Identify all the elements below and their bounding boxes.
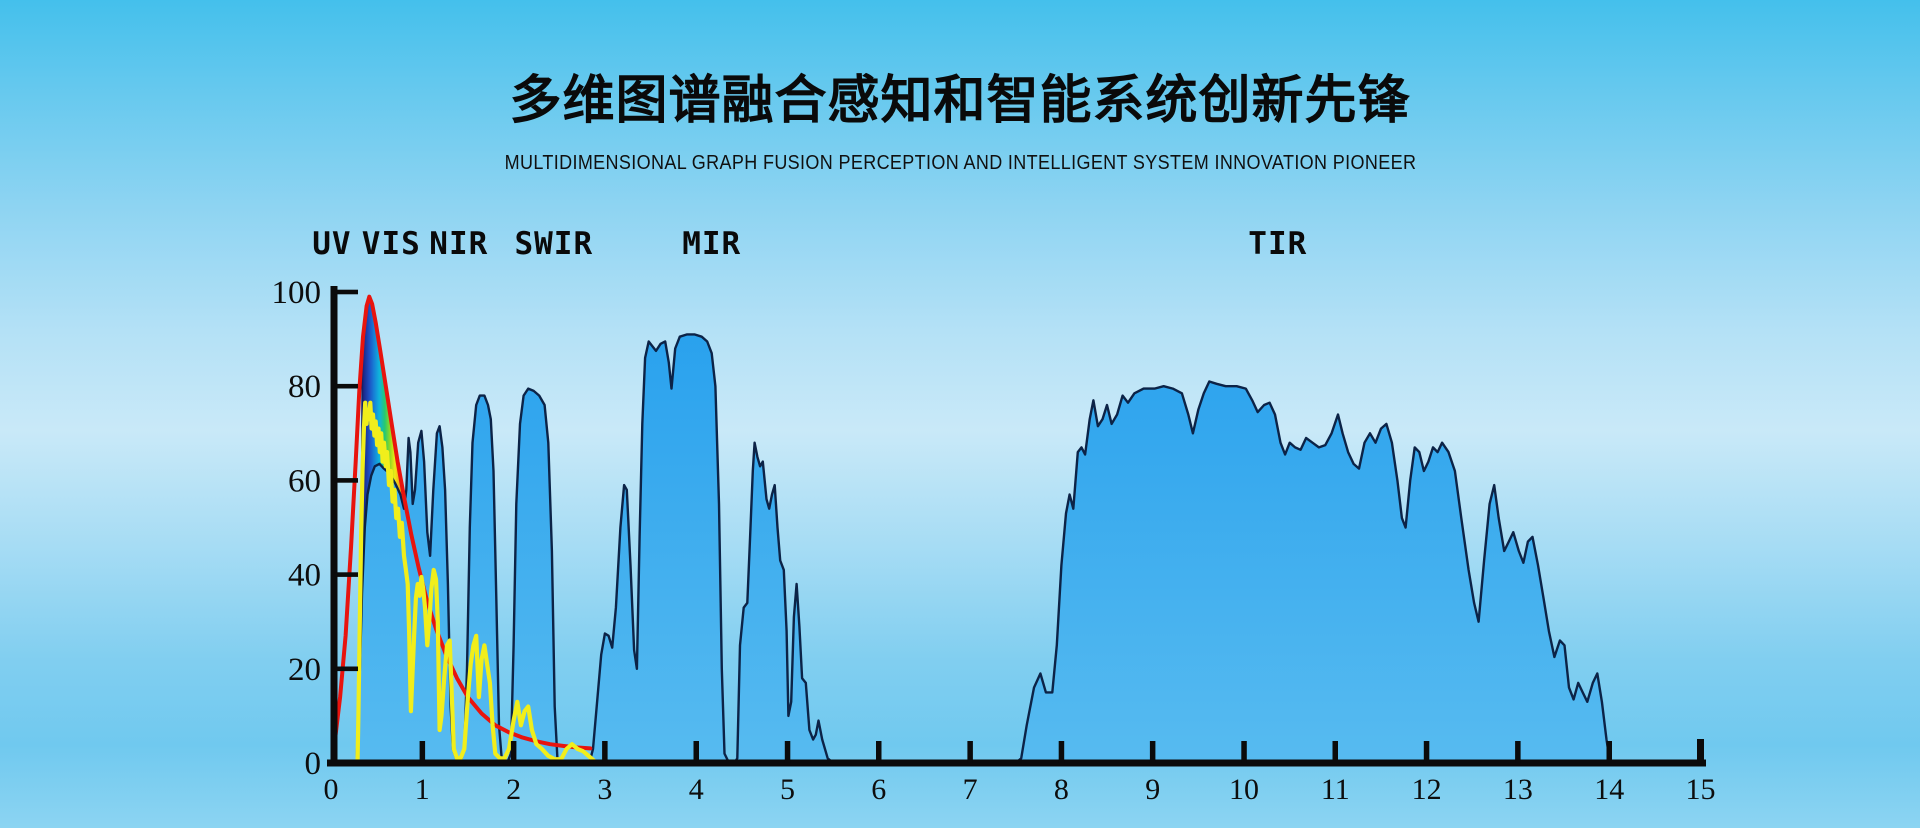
page-title: 多维图谱融合感知和智能系统创新先锋 <box>509 72 1411 130</box>
x-axis-line <box>327 759 1706 767</box>
y-axis-tick-label: 20 <box>288 652 321 688</box>
page-subtitle-text: MULTIDIMENSIONAL GRAPH FUSION PERCEPTION… <box>504 152 1416 174</box>
x-axis-tick <box>693 741 699 763</box>
x-axis-tick-label: 14 <box>1594 773 1624 806</box>
x-axis-tick-label: 0 <box>324 773 339 806</box>
y-axis-line <box>330 286 338 767</box>
y-axis-tick-label: 40 <box>288 558 321 594</box>
band-label-uv: UV <box>312 226 352 262</box>
x-axis-tick <box>1241 741 1247 763</box>
x-axis-tick <box>1058 741 1065 763</box>
x-axis-end-hook <box>1697 739 1704 763</box>
x-axis-tick-label: 5 <box>780 773 795 806</box>
x-axis-tick-label: 10 <box>1229 773 1259 806</box>
y-axis-tick-label: 100 <box>272 275 322 311</box>
x-axis-tick-label: 1 <box>415 773 430 806</box>
band-label-vis: VIS <box>361 226 421 262</box>
band-label-swir: SWIR <box>514 226 594 262</box>
x-axis-tick-label: 2 <box>506 773 521 806</box>
x-axis-tick <box>876 741 882 763</box>
x-axis-tick-label: 13 <box>1503 773 1533 806</box>
x-axis-tick <box>967 741 973 763</box>
band-label-mir: MIR <box>682 226 742 262</box>
x-axis-tick-label: 12 <box>1412 773 1442 806</box>
y-axis-tick <box>334 572 358 577</box>
x-axis-tick-label: 15 <box>1686 773 1716 806</box>
x-axis-tick-label: 11 <box>1321 773 1350 806</box>
y-axis-tick <box>334 478 358 483</box>
x-axis-tick <box>1332 741 1338 763</box>
x-axis-tick <box>1423 741 1430 763</box>
x-axis-tick <box>1149 741 1156 763</box>
chart-axes <box>327 286 1706 767</box>
x-axis-tick-label: 9 <box>1145 773 1160 806</box>
x-axis-tick <box>419 741 426 763</box>
y-axis-tick-label: 0 <box>305 746 322 782</box>
x-axis-tick-label: 4 <box>689 773 704 806</box>
y-axis-tick <box>334 383 358 389</box>
x-axis-tick-label: 7 <box>963 773 978 806</box>
x-axis-tick <box>784 741 791 763</box>
x-axis-tick-label: 8 <box>1054 773 1069 806</box>
y-axis-tick <box>334 666 358 672</box>
ground-level-solar-spectrum <box>355 400 596 766</box>
y-axis-tick <box>334 289 358 295</box>
band-label-nir: NIR <box>429 226 489 262</box>
solar-blackbody-envelope <box>333 294 593 751</box>
chart-series <box>333 294 1612 766</box>
y-axis-tick-label: 80 <box>288 369 321 405</box>
x-axis-tick <box>1606 741 1612 763</box>
atmospheric-transmission-windows <box>355 333 1612 765</box>
x-axis-tick <box>510 741 517 763</box>
band-label-tir: TIR <box>1248 226 1308 262</box>
x-axis-tick-label: 6 <box>871 773 886 806</box>
x-axis-tick-label: 3 <box>597 773 612 806</box>
page-subtitle: MULTIDIMENSIONAL GRAPH FUSION PERCEPTION… <box>0 152 1920 175</box>
x-axis-tick <box>602 741 608 763</box>
x-axis-tick <box>1515 741 1521 763</box>
y-axis-tick-label: 60 <box>288 463 321 499</box>
